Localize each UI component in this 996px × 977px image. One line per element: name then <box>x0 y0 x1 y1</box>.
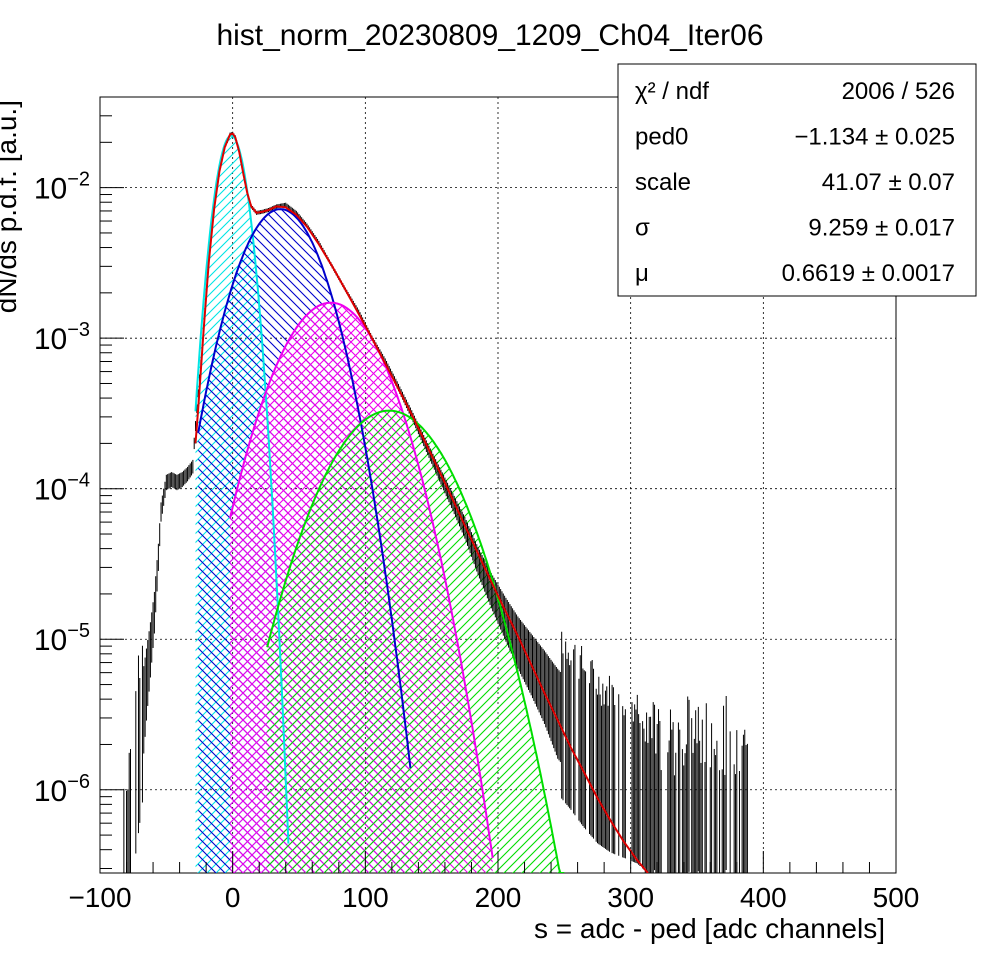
component-1-curve <box>194 134 290 844</box>
stats-value: 9.259 ± 0.017 <box>808 215 955 242</box>
x-axis-label: s = adc - ped [adc channels] <box>534 913 885 944</box>
stats-box-frame <box>617 63 977 297</box>
stats-name: ped0 <box>635 124 688 151</box>
x-tick-label: −100 <box>68 882 131 913</box>
x-tick-label: 400 <box>740 882 787 913</box>
stats-name: scale <box>635 169 691 196</box>
x-tick-label: 500 <box>873 882 920 913</box>
y-axis-label: dN/ds p.d.f. [a.u.] <box>0 100 22 313</box>
component-curves <box>194 134 565 873</box>
component-3-curve <box>229 301 494 859</box>
stats-name: χ² / ndf <box>635 78 709 105</box>
axes: −100 0 100 200 300 400 500 10−6 10−5 10−4 10−3 10−2 <box>34 96 920 913</box>
stats-value: 0.6619 ± 0.0017 <box>782 260 955 287</box>
component-2-curve <box>197 208 412 769</box>
total-fit <box>194 132 649 873</box>
y-tick-label: 10−6 <box>34 771 90 808</box>
x-tick-label: 300 <box>607 882 654 913</box>
y-tick-label: 10−5 <box>34 620 90 657</box>
component-fills <box>195 135 565 873</box>
y-tick-label: 10−3 <box>34 319 90 356</box>
chart-title: hist_norm_20230809_1209_Ch04_Iter06 <box>216 19 763 52</box>
stats-value: −1.134 ± 0.025 <box>794 124 955 151</box>
stats-value: 2006 / 526 <box>842 78 955 105</box>
y-tick-label: 10−4 <box>34 470 90 507</box>
component-4-fill <box>267 410 565 873</box>
stats-box: χ² / ndf 2006 / 526 ped0 −1.134 ± 0.025 scal… <box>617 63 977 297</box>
x-tick-label: 0 <box>225 882 241 913</box>
stats-value: 41.07 ± 0.07 <box>822 169 955 196</box>
stats-name: σ <box>635 215 650 242</box>
x-tick-label: 200 <box>475 882 522 913</box>
x-tick-label: 100 <box>342 882 389 913</box>
data-histogram <box>123 131 748 873</box>
stats-name: μ <box>635 260 649 287</box>
total-fit-curve <box>194 132 649 873</box>
y-tick-label: 10−2 <box>34 169 90 206</box>
